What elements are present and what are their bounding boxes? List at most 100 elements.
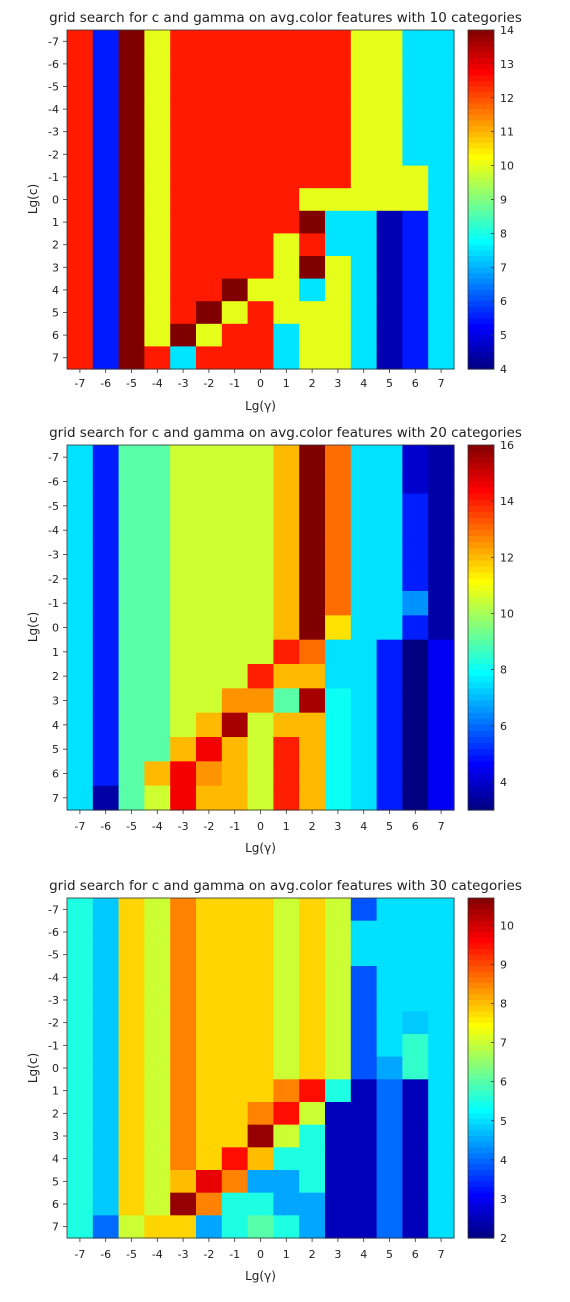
heatmap-cell xyxy=(67,898,94,922)
heatmap-cell xyxy=(428,301,455,325)
heatmap-cell xyxy=(196,188,223,212)
heatmap-cell xyxy=(144,1056,171,1080)
heatmap-cell xyxy=(273,97,300,121)
heatmap-cell xyxy=(118,785,145,811)
heatmap-cell xyxy=(273,301,300,325)
x-tick-label: -5 xyxy=(126,820,137,833)
heatmap-cell xyxy=(402,1192,429,1216)
colorbar-segment xyxy=(468,1187,494,1194)
heatmap-cell xyxy=(118,256,145,280)
colorbar-segment xyxy=(468,188,494,195)
heatmap-cell xyxy=(196,52,223,76)
heatmap-cell xyxy=(428,1079,455,1103)
heatmap-cell xyxy=(170,233,197,257)
colorbar-segment xyxy=(468,909,494,916)
colorbar-tick-label: 5 xyxy=(500,1115,507,1128)
heatmap-cell xyxy=(196,75,223,99)
heatmap-cell xyxy=(92,966,120,990)
heatmap-cell xyxy=(92,188,120,212)
heatmap-cell xyxy=(299,712,326,738)
heatmap-cell xyxy=(196,920,223,944)
heatmap-cell xyxy=(170,1192,197,1216)
y-tick-label: -7 xyxy=(48,451,59,464)
colorbar-segment xyxy=(468,1022,494,1029)
colorbar-segment xyxy=(468,131,494,138)
heatmap-cell xyxy=(92,1034,120,1058)
heatmap-cell xyxy=(350,1079,378,1103)
heatmap-cell xyxy=(118,493,145,519)
heatmap-cell xyxy=(299,591,326,616)
heatmap-cell xyxy=(428,737,455,762)
heatmap-cell xyxy=(299,469,326,495)
heatmap-cell xyxy=(92,664,120,689)
y-tick-label: 1 xyxy=(52,1085,59,1098)
heatmap-cell xyxy=(350,542,378,568)
heatmap-cell xyxy=(402,30,429,54)
x-tick-label: 3 xyxy=(334,820,341,833)
heatmap-cell xyxy=(325,1192,352,1216)
heatmap-cell xyxy=(67,301,94,325)
heatmap-cell xyxy=(350,233,378,257)
heatmap-cell xyxy=(196,1079,223,1103)
heatmap-cell xyxy=(428,165,455,189)
x-tick-label: -4 xyxy=(152,1248,163,1261)
heatmap-cell xyxy=(92,737,120,762)
colorbar-segment xyxy=(468,92,494,99)
heatmap-cell xyxy=(221,761,249,787)
colorbar-segment xyxy=(468,898,494,905)
colorbar-segment xyxy=(468,548,494,556)
heatmap-cell xyxy=(92,1124,120,1148)
heatmap-cell xyxy=(221,966,249,990)
heatmap-cell xyxy=(118,30,145,54)
heatmap-cell xyxy=(196,165,223,189)
heatmap-cell xyxy=(325,278,352,302)
heatmap-cell xyxy=(376,323,403,347)
heatmap-cell xyxy=(92,210,120,234)
heatmap-panel-2: grid search for c and gamma on avg.color… xyxy=(26,425,522,855)
heatmap-cell xyxy=(350,898,378,922)
colorbar-segment xyxy=(468,572,494,580)
heatmap-cell xyxy=(299,988,326,1012)
heatmap-cell xyxy=(196,591,223,616)
heatmap-cell xyxy=(350,761,378,787)
heatmap-cell xyxy=(325,301,352,325)
heatmap-cell xyxy=(196,518,223,543)
heatmap-cell xyxy=(273,493,300,519)
heatmap-cell xyxy=(350,165,378,189)
x-tick-label: -3 xyxy=(178,1248,189,1261)
colorbar-segment xyxy=(468,114,494,121)
heatmap-cell xyxy=(170,1011,197,1035)
heatmap-cell xyxy=(221,165,249,189)
colorbar-segment xyxy=(468,639,494,647)
heatmap-cell xyxy=(196,323,223,347)
heatmap-cell xyxy=(402,920,429,944)
heatmap-cell xyxy=(170,1170,197,1194)
colorbar-segment xyxy=(468,445,494,452)
heatmap-cell xyxy=(170,898,197,922)
heatmap-cell xyxy=(170,323,197,347)
heatmap-cell xyxy=(144,518,171,543)
heatmap-cell xyxy=(376,301,403,325)
colorbar-segment xyxy=(468,1039,494,1046)
heatmap-cell xyxy=(350,1011,378,1035)
heatmap-cell xyxy=(221,712,249,738)
y-tick-label: -3 xyxy=(48,549,59,562)
heatmap-cell xyxy=(144,566,171,592)
y-axis-label: Lg(c) xyxy=(26,612,40,642)
heatmap-cell xyxy=(144,1034,171,1058)
heatmap-cell xyxy=(118,1034,145,1058)
heatmap-cell xyxy=(92,920,120,944)
heatmap-cell xyxy=(273,988,300,1012)
colorbar-segment xyxy=(468,609,494,616)
colorbar-segment xyxy=(468,915,494,922)
heatmap-cell xyxy=(221,920,249,944)
heatmap-cell xyxy=(196,346,223,370)
heatmap-cell xyxy=(221,1124,249,1148)
heatmap-cell xyxy=(350,518,378,543)
colorbar-segment xyxy=(468,1096,494,1103)
heatmap-cell xyxy=(196,943,223,967)
heatmap-cell xyxy=(325,1124,352,1148)
heatmap-cell xyxy=(170,615,197,641)
heatmap-cell xyxy=(273,469,300,495)
heatmap-cell xyxy=(170,591,197,616)
